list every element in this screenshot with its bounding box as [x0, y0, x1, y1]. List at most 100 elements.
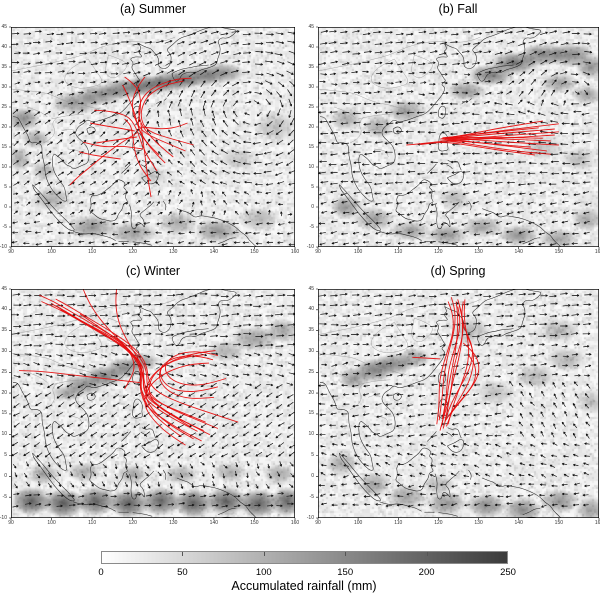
lon-tick-label: 120	[128, 249, 137, 255]
colorbar-tick-label: 150	[337, 567, 354, 578]
lon-tick-label: 90	[8, 249, 14, 255]
lat-tick-label: 40	[308, 43, 314, 50]
wind-vectors-a	[11, 30, 295, 246]
lon-tick-label: 90	[315, 520, 321, 526]
lat-tick-label: 0	[4, 472, 7, 479]
lat-tick-label: 5	[311, 183, 314, 190]
colorbar-tick-label: 0	[98, 567, 104, 578]
lon-tick-label: 150	[554, 249, 564, 255]
typhoon-tracks-d	[412, 297, 480, 431]
lat-tick-label: 25	[308, 368, 314, 375]
lat-tick-label: 20	[308, 389, 314, 396]
lat-tick-label: 45	[1, 23, 7, 30]
lat-tick-label: 40	[308, 306, 314, 313]
lat-tick-label: 35	[1, 327, 7, 334]
lon-tick-label: 140	[209, 249, 219, 255]
panel-title-spring: (d) Spring	[430, 264, 486, 278]
colorbar-tick-mark	[426, 552, 428, 556]
colorbar-label: Accumulated rainfall (mm)	[231, 579, 377, 593]
lat-tick-label: 15	[308, 143, 314, 150]
lon-tick-label: 140	[514, 520, 523, 526]
lon-tick-label: 140	[209, 520, 219, 526]
lat-tick-label: 10	[308, 431, 314, 438]
lon-tick-label: 120	[434, 520, 443, 526]
lat-tick-label: -10	[0, 514, 7, 521]
lat-tick-label: -5	[2, 493, 7, 500]
lon-tick-label: 110	[88, 249, 97, 255]
lon-tick-label: 130	[474, 249, 483, 255]
colorbar-tick-label: 200	[418, 567, 435, 578]
colorbar-tick-label: 250	[500, 567, 516, 578]
lat-tick-label: -5	[309, 223, 314, 230]
lon-tick-label: 100	[353, 249, 363, 255]
lat-tick-label: -10	[0, 243, 7, 250]
lat-tick-label: -10	[306, 243, 314, 250]
lat-tick-label: 35	[308, 327, 314, 334]
lat-tick-label: 10	[1, 163, 7, 170]
colorbar-tick-label: 50	[177, 567, 188, 578]
lon-tick-label: 110	[394, 520, 403, 526]
lat-tick-label: -5	[309, 493, 314, 500]
lon-tick-label: 150	[250, 249, 259, 255]
colorbar-tick-mark	[182, 552, 184, 556]
lat-tick-label: 45	[308, 23, 314, 30]
lat-tick-label: 20	[308, 123, 314, 130]
lon-tick-label: 150	[554, 520, 564, 526]
lon-tick-label: 160	[594, 249, 600, 255]
lon-tick-label: 90	[315, 249, 321, 255]
lat-tick-label: 5	[311, 452, 314, 459]
lat-tick-label: 25	[1, 368, 7, 375]
lat-tick-label: 35	[308, 63, 314, 70]
lat-tick-label: -10	[306, 514, 314, 521]
colorbar-tick-mark	[345, 552, 347, 556]
lon-tick-label: 100	[47, 249, 56, 255]
panel-title-winter: (c) Winter	[125, 264, 181, 278]
colorbar-gradient	[101, 551, 508, 564]
colorbar-tick-mark	[263, 552, 265, 556]
lat-tick-label: 0	[311, 203, 314, 210]
lat-tick-label: 0	[4, 203, 7, 210]
lon-tick-label: 140	[514, 249, 523, 255]
lon-tick-label: 100	[47, 520, 56, 526]
lon-tick-label: 100	[353, 520, 363, 526]
wind-vectors-d	[318, 292, 592, 508]
lon-tick-label: 110	[88, 520, 97, 526]
lon-tick-label: 120	[434, 249, 443, 255]
lat-tick-label: 5	[4, 183, 7, 190]
lat-tick-label: 10	[1, 431, 7, 438]
lat-tick-label: 15	[308, 410, 314, 417]
wind-vectors-b	[318, 29, 593, 246]
lat-tick-label: 35	[1, 63, 7, 70]
lon-tick-label: 130	[169, 249, 178, 255]
panel-title-summer: (a) Summer	[120, 2, 186, 16]
lat-tick-label: 30	[308, 347, 314, 354]
lat-tick-label: 25	[308, 103, 314, 110]
lat-tick-label: 45	[1, 285, 7, 292]
lat-tick-label: 15	[1, 143, 7, 150]
lat-tick-label: 45	[308, 285, 314, 292]
lon-tick-label: 150	[250, 520, 259, 526]
lat-tick-label: 25	[1, 103, 7, 110]
lat-tick-label: 30	[308, 83, 314, 90]
lon-tick-label: 160	[290, 520, 300, 526]
lon-tick-label: 130	[474, 520, 483, 526]
lat-tick-label: 40	[1, 306, 7, 313]
lat-tick-label: -5	[2, 223, 7, 230]
lon-tick-label: 160	[594, 520, 600, 526]
lon-tick-label: 110	[394, 249, 403, 255]
lat-tick-label: 20	[1, 123, 7, 130]
colorbar-tick-label: 100	[255, 567, 272, 578]
typhoon-tracks-b	[406, 120, 559, 156]
lat-tick-label: 30	[1, 347, 7, 354]
lon-tick-label: 130	[169, 520, 178, 526]
lon-tick-label: 120	[128, 520, 137, 526]
map-overlay-b	[316, 26, 600, 249]
lat-tick-label: 5	[4, 452, 7, 459]
map-overlay-c	[9, 288, 296, 520]
lat-tick-label: 30	[1, 83, 7, 90]
wind-vectors-c	[11, 292, 295, 508]
typhoon-tracks-a	[69, 76, 194, 198]
lat-tick-label: 15	[1, 410, 7, 417]
lat-tick-label: 0	[311, 472, 314, 479]
